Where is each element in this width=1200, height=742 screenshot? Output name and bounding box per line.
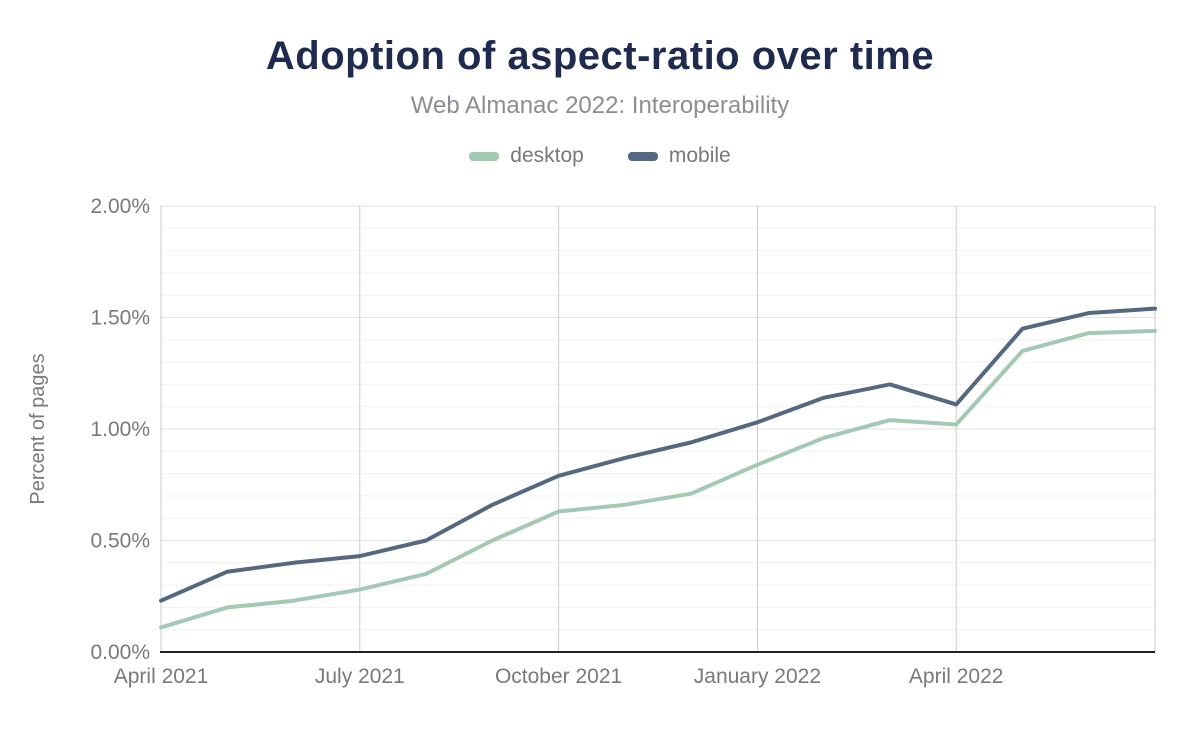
legend: desktop mobile [0,144,1200,168]
mobile-series-line [159,306,1157,603]
mobile-series-swatch-icon [627,151,658,161]
y-tick-label: 2.00% [90,195,150,218]
x-tick-label: April 2021 [114,665,209,688]
y-tick-label: 0.50% [90,530,150,553]
y-axis-title: Percent of pages [27,353,49,504]
x-tick-label: April 2022 [909,665,1004,688]
legend-label-mobile: mobile [668,144,731,167]
legend-item-desktop: desktop [469,144,584,168]
legend-label-desktop: desktop [510,144,584,167]
x-tick-label: July 2021 [315,665,405,688]
page-title: Adoption of aspect-ratio over time [265,34,935,78]
desktop-series-swatch-icon [469,151,500,161]
x-tick-label: January 2022 [694,665,821,688]
desktop-series-line [159,328,1157,630]
y-tick-label: 0.00% [90,641,150,664]
y-tick-label: 1.00% [90,418,150,441]
chart-subtitle: Web Almanac 2022: Interoperability [410,92,790,119]
y-tick-label: 1.50% [90,307,150,330]
legend-item-mobile: mobile [627,144,731,168]
x-tick-label: October 2021 [495,665,622,688]
